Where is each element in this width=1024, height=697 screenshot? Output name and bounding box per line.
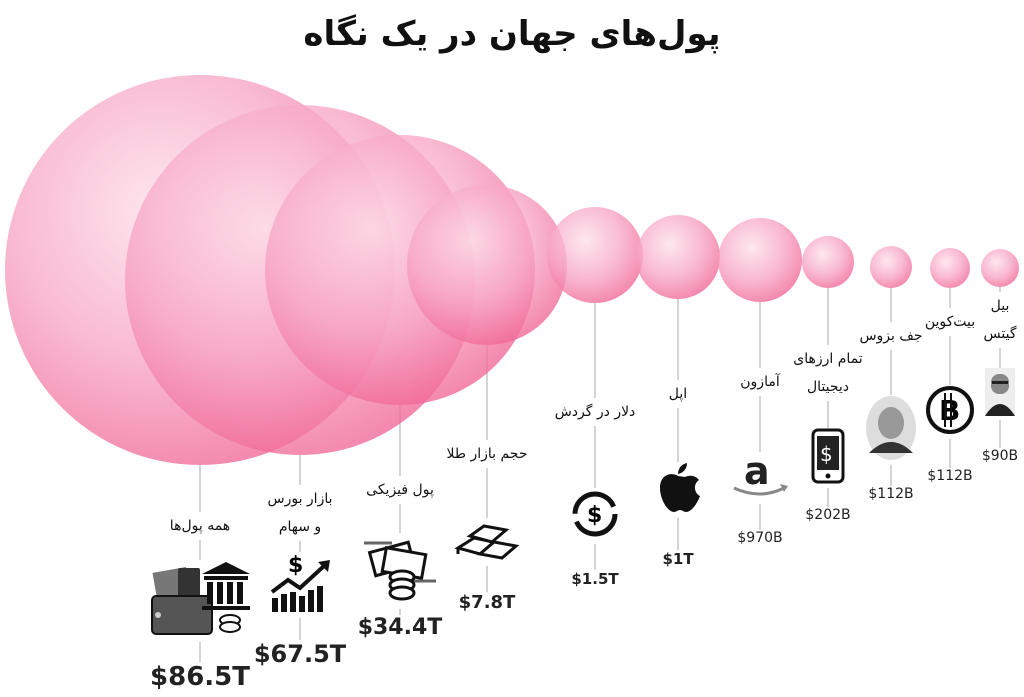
bubble bbox=[870, 246, 912, 288]
apple-logo-icon bbox=[656, 462, 700, 518]
bubble-label: دلار در گردش bbox=[552, 398, 638, 426]
value-label: $970B bbox=[735, 530, 785, 546]
bubble-label: جف بزوس bbox=[857, 322, 925, 350]
bubble-label-line: اپل bbox=[668, 386, 688, 402]
value-label: $7.8T bbox=[456, 592, 518, 613]
bubble-label-line: حجم بازار طلا bbox=[446, 446, 528, 462]
bubble-label: آمازون bbox=[738, 368, 782, 396]
value-label: $67.5T bbox=[251, 640, 349, 668]
banknotes-coins-icon bbox=[362, 533, 438, 609]
page-title: پول‌های جهان در یک نگاه bbox=[303, 14, 721, 54]
svg-text:$: $ bbox=[288, 553, 303, 578]
value-label: $34.4T bbox=[355, 615, 445, 640]
bubble-label-line: بازار بورس bbox=[267, 491, 333, 507]
bubble-label: پول فیزیکی bbox=[364, 476, 436, 504]
bubble-label-line: جف بزوس bbox=[859, 328, 923, 344]
amazon-logo-icon: a bbox=[730, 449, 790, 504]
dollar-cycle-icon: $ bbox=[569, 488, 621, 544]
wallet-bank-coins-icon bbox=[150, 560, 250, 642]
bubble bbox=[718, 218, 802, 302]
svg-text:$: $ bbox=[587, 503, 602, 528]
bubble-label: تمام ارزهای دیجیتال bbox=[791, 345, 865, 401]
phone-dollar-icon: $ bbox=[811, 428, 845, 488]
value-label: $202B bbox=[803, 507, 853, 523]
value-label: $1T bbox=[660, 550, 696, 568]
bubble-label: اپل bbox=[666, 380, 690, 408]
bubble bbox=[636, 215, 720, 299]
bill-gates-photo-icon bbox=[985, 368, 1015, 420]
bitcoin-icon: B bbox=[925, 385, 975, 439]
bubble-label-line: آمازون bbox=[740, 374, 780, 390]
bubble-label-line: همه پول‌ها bbox=[169, 518, 231, 534]
value-label: $1.5T bbox=[569, 570, 621, 588]
bubble-label: همه پول‌ها bbox=[167, 512, 233, 540]
stock-chart-dollar-icon: $ bbox=[268, 552, 332, 618]
bubble-label: بیل گیتس bbox=[981, 292, 1019, 348]
bubble bbox=[407, 185, 567, 345]
gold-bars-icon bbox=[454, 518, 520, 566]
bubble-label-line: گیتس bbox=[983, 326, 1017, 342]
bubble-label-line: بیل bbox=[990, 298, 1010, 314]
bubble bbox=[981, 249, 1019, 287]
value-label: $112B bbox=[866, 486, 916, 502]
bubble-label-line: تمام ارزهای bbox=[793, 351, 863, 367]
bubble-label: بازار بورس و سهام bbox=[265, 485, 335, 541]
bubble bbox=[802, 236, 854, 288]
svg-text:a: a bbox=[744, 452, 770, 493]
bubble-label-line: دیجیتال bbox=[806, 379, 850, 395]
bubble bbox=[930, 248, 970, 288]
bubble-label-line: و سهام bbox=[278, 519, 322, 535]
bubble-label-line: پول فیزیکی bbox=[366, 482, 434, 498]
bubble-label: حجم بازار طلا bbox=[444, 440, 530, 468]
bubble-label: بیت‌کوین bbox=[922, 308, 978, 336]
svg-text:$: $ bbox=[820, 442, 833, 466]
bubble-label-line: بیت‌کوین bbox=[924, 314, 976, 330]
value-label: $86.5T bbox=[148, 662, 252, 692]
value-label: $90B bbox=[979, 448, 1021, 464]
bubble-label-line: دلار در گردش bbox=[554, 404, 636, 420]
value-label: $112B bbox=[925, 468, 975, 484]
svg-text:B: B bbox=[939, 394, 960, 427]
jeff-bezos-photo-icon bbox=[865, 395, 917, 465]
bubble bbox=[547, 207, 643, 303]
